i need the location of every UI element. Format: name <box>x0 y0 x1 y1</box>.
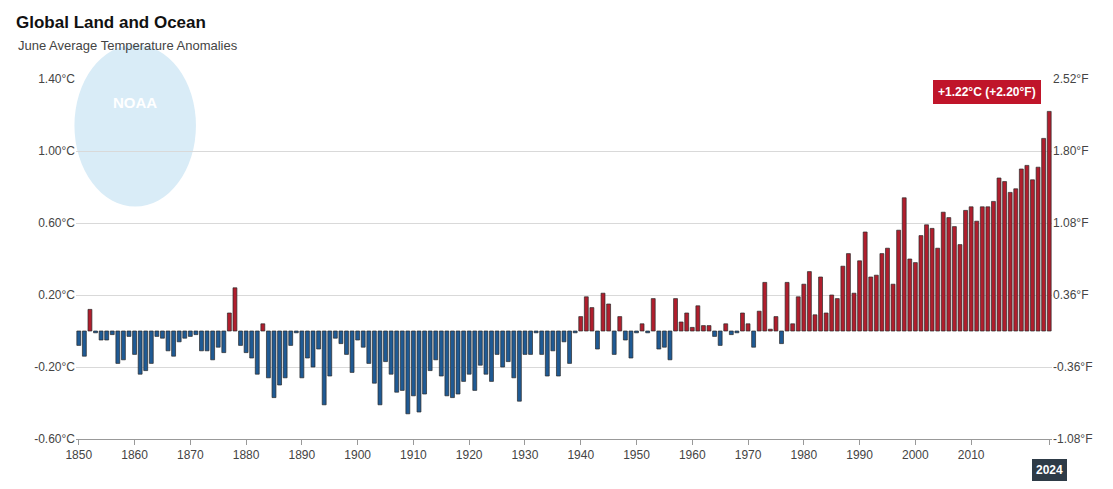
svg-text:0.36°F: 0.36°F <box>1053 288 1088 302</box>
svg-text:0.20°C: 0.20°C <box>38 288 75 302</box>
svg-text:1.00°C: 1.00°C <box>38 144 75 158</box>
svg-text:1960: 1960 <box>679 448 706 462</box>
svg-text:1990: 1990 <box>846 448 873 462</box>
svg-text:1910: 1910 <box>400 448 427 462</box>
svg-text:2.52°F: 2.52°F <box>1053 72 1088 86</box>
svg-text:Global Land and Ocean: Global Land and Ocean <box>16 13 206 32</box>
svg-text:1930: 1930 <box>512 448 539 462</box>
svg-text:1870: 1870 <box>177 448 204 462</box>
svg-text:-0.20°C: -0.20°C <box>34 360 75 374</box>
svg-text:-1.08°F: -1.08°F <box>1053 432 1092 446</box>
svg-text:1.08°F: 1.08°F <box>1053 216 1088 230</box>
svg-text:1970: 1970 <box>735 448 762 462</box>
svg-text:1940: 1940 <box>567 448 594 462</box>
svg-text:1.80°F: 1.80°F <box>1053 144 1088 158</box>
svg-text:1950: 1950 <box>623 448 650 462</box>
svg-text:-0.36°F: -0.36°F <box>1053 360 1092 374</box>
svg-text:1860: 1860 <box>121 448 148 462</box>
svg-text:1.40°C: 1.40°C <box>38 72 75 86</box>
svg-text:0.60°C: 0.60°C <box>38 216 75 230</box>
svg-text:+1.22°C (+2.20°F): +1.22°C (+2.20°F) <box>938 85 1036 99</box>
svg-text:-0.60°C: -0.60°C <box>34 432 75 446</box>
svg-text:1920: 1920 <box>456 448 483 462</box>
svg-text:1890: 1890 <box>289 448 316 462</box>
svg-text:June Average Temperature Anoma: June Average Temperature Anomalies <box>18 38 238 53</box>
svg-text:NOAA: NOAA <box>113 94 157 111</box>
svg-text:1850: 1850 <box>65 448 92 462</box>
svg-text:1880: 1880 <box>233 448 260 462</box>
svg-text:2024: 2024 <box>1036 463 1063 477</box>
svg-text:2000: 2000 <box>902 448 929 462</box>
svg-text:1900: 1900 <box>344 448 371 462</box>
svg-text:1980: 1980 <box>790 448 817 462</box>
svg-text:2010: 2010 <box>958 448 985 462</box>
